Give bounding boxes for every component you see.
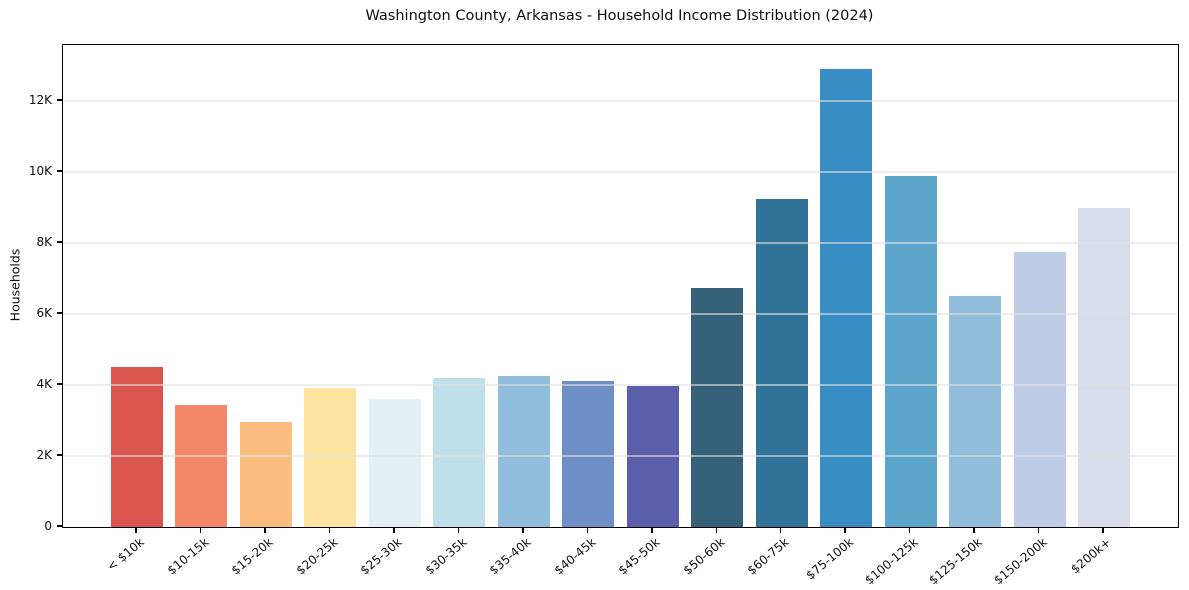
x-tick-mark-$15-20k — [264, 527, 266, 533]
x-tick-mark-$200k+ — [1102, 527, 1104, 533]
y-tick-label-2K: 2K — [36, 448, 52, 462]
bar-$30-35k — [433, 378, 486, 527]
x-tick-label-$200k+: $200k+ — [1068, 534, 1114, 576]
x-tick-label-$100-125k: $100-125k — [862, 534, 921, 587]
bar-$150-200k — [1013, 251, 1066, 527]
bar-$45-50k — [626, 385, 679, 527]
y-tick-label-12K: 12K — [28, 93, 52, 108]
x-tick-label-$25-30k: $25-30k — [358, 534, 405, 578]
chart-title: Washington County, Arkansas - Household … — [365, 8, 874, 24]
y-tick-label-4K: 4K — [36, 377, 52, 391]
bar-$100-125k — [884, 176, 937, 527]
bar-$200k+ — [1078, 207, 1130, 527]
bar-$60-75k — [755, 199, 808, 527]
x-tick-label-$20-25k: $20-25k — [293, 534, 341, 578]
y-tick-mark-8K — [57, 241, 62, 243]
x-tick-label-$30-35k: $30-35k — [422, 534, 470, 578]
x-tick-label-$60-75k: $60-75k — [744, 534, 792, 578]
y-tick-label-6K: 6K — [36, 306, 52, 320]
x-tick-mark-$50-60k — [715, 527, 717, 533]
bar-$10-15k — [175, 405, 228, 527]
x-tick-label-$15-20k: $15-20k — [229, 534, 276, 578]
x-tick-mark-$75-100k — [844, 527, 846, 533]
bar-$125-150k — [949, 295, 1002, 527]
y-tick-mark-6K — [57, 312, 62, 314]
x-tick-label-< $10k: < $10k — [104, 534, 147, 574]
y-tick-mark-12K — [57, 99, 62, 101]
bar-$50-60k — [691, 287, 744, 527]
bar-$75-100k — [820, 68, 873, 527]
y-tick-label-8K: 8K — [36, 235, 52, 250]
y-tick-mark-0 — [57, 525, 62, 527]
x-tick-label-$35-40k: $35-40k — [486, 534, 534, 578]
bar-$25-30k — [368, 399, 421, 527]
bar-$35-40k — [497, 376, 550, 527]
bar-$20-25k — [304, 387, 357, 527]
y-tick-mark-2K — [57, 454, 62, 456]
x-tick-label-$75-100k: $75-100k — [803, 534, 857, 582]
x-tick-label-$150-200k: $150-200k — [990, 534, 1050, 587]
x-tick-mark-$40-45k — [586, 527, 588, 533]
x-tick-mark-$10-15k — [199, 527, 202, 533]
x-tick-mark-$20-25k — [328, 527, 331, 533]
x-tick-label-$40-45k: $40-45k — [551, 534, 599, 578]
x-tick-label-$50-60k: $50-60k — [680, 534, 728, 578]
x-tick-mark-$125-150k — [973, 527, 975, 533]
x-tick-label-$125-150k: $125-150k — [926, 534, 986, 587]
x-tick-mark-$30-35k — [457, 527, 460, 533]
bar-< $10k — [111, 367, 163, 527]
x-tick-label-$45-50k: $45-50k — [615, 534, 663, 578]
x-tick-mark-< $10k — [135, 527, 137, 533]
x-tick-mark-$45-50k — [651, 527, 653, 533]
x-tick-mark-$25-30k — [393, 527, 395, 533]
x-tick-mark-$60-75k — [779, 527, 782, 533]
plot-area — [62, 44, 1179, 528]
x-tick-mark-$100-125k — [908, 527, 911, 533]
bar-$15-20k — [239, 421, 292, 527]
x-tick-mark-$35-40k — [522, 527, 524, 533]
y-tick-label-0: 0 — [44, 519, 52, 533]
y-tick-label-10K: 10K — [28, 164, 52, 179]
bar-$40-45k — [562, 380, 615, 527]
x-tick-mark-$150-200k — [1037, 527, 1040, 533]
y-tick-mark-10K — [57, 170, 62, 172]
bars-layer — [63, 45, 1178, 527]
y-tick-mark-4K — [57, 383, 62, 385]
x-tick-label-$10-15k: $10-15k — [164, 534, 212, 578]
